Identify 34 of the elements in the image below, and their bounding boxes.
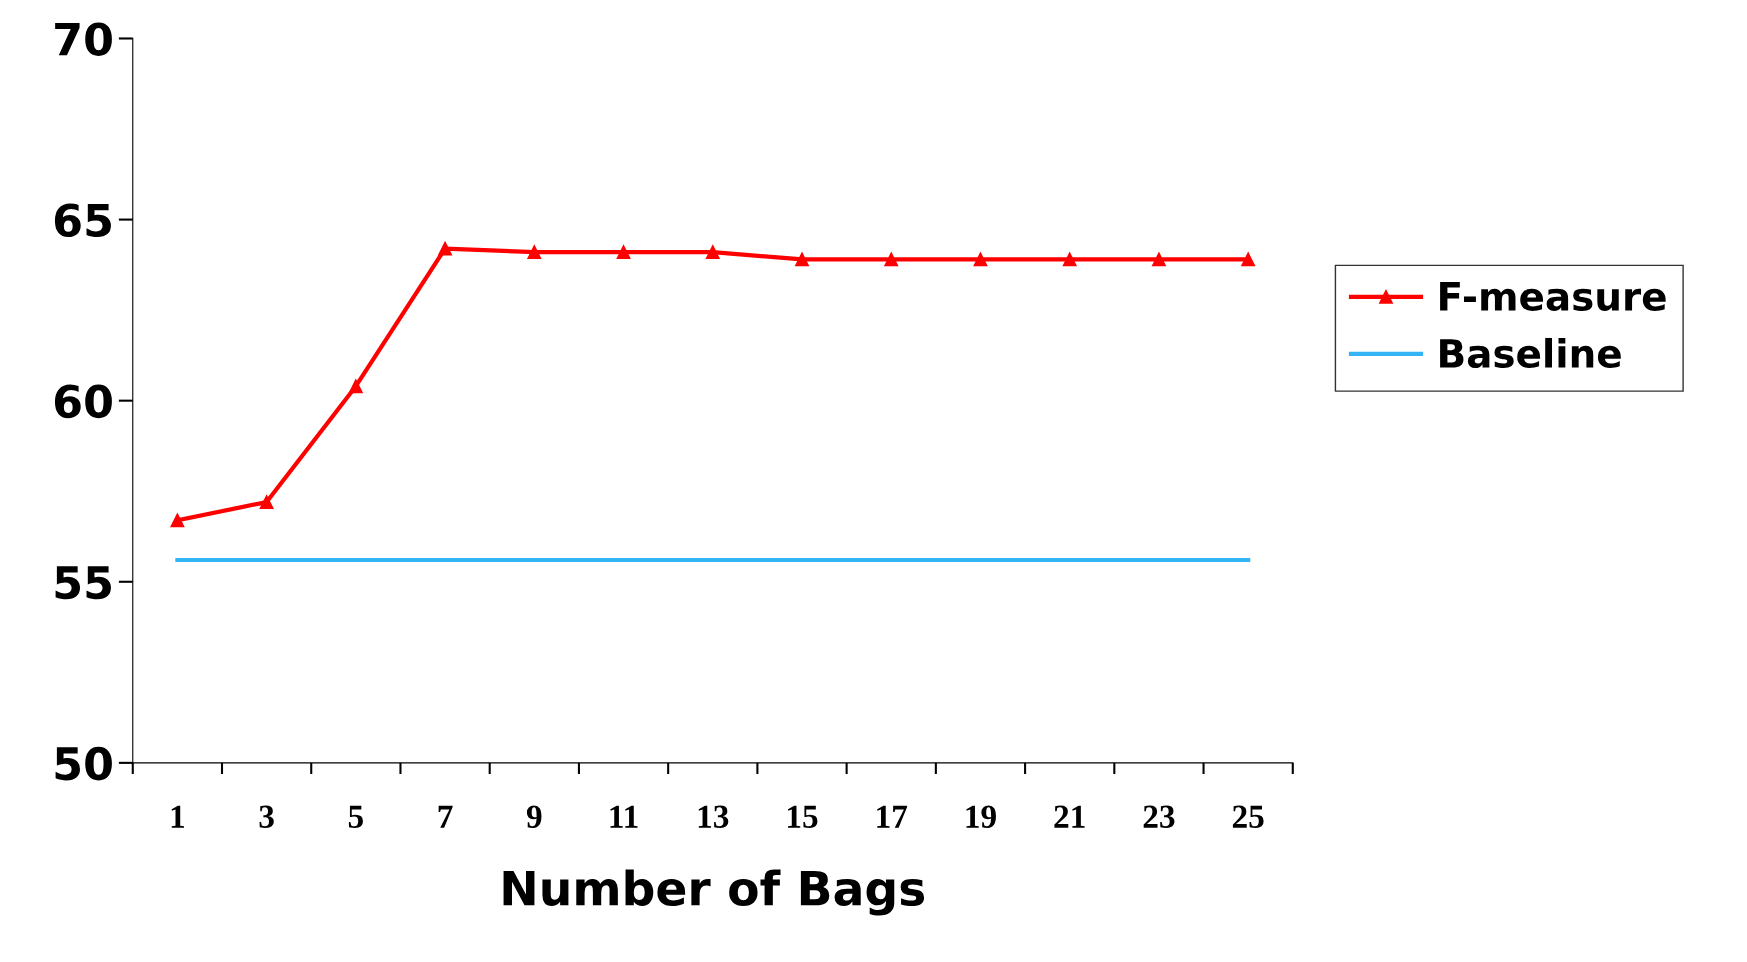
point	[527, 245, 542, 260]
y-tick-label: 60	[54, 384, 112, 419]
y-tick-label: 70	[55, 22, 112, 56]
legend-label: F-measure	[1440, 282, 1666, 311]
x-tick-label: 5	[348, 805, 363, 828]
point	[884, 252, 899, 267]
point	[438, 241, 453, 256]
point	[1062, 252, 1077, 267]
x-axis-title: Number of Bags	[503, 869, 925, 916]
x-tick-label: 25	[1232, 805, 1264, 828]
x-tick-label: 13	[698, 805, 729, 828]
legend-label: Baseline	[1440, 337, 1621, 369]
point	[170, 513, 185, 528]
x-tick-label: 9	[526, 805, 542, 828]
point	[973, 252, 988, 267]
point	[348, 379, 363, 394]
x-tick-label: 23	[1143, 805, 1175, 828]
x-tick-label: 15	[788, 805, 818, 828]
x-tick-label: 3	[259, 805, 274, 828]
y-tick-label: 65	[54, 203, 111, 238]
x-tick-label: 17	[877, 805, 908, 828]
point	[795, 252, 809, 267]
x-tick-label: 11	[610, 805, 638, 828]
y-tick-label: 50	[55, 746, 112, 781]
x-tick-label: 7	[438, 805, 453, 828]
x-tick-label: 19	[966, 805, 996, 828]
x-tick-label: 1	[171, 805, 184, 828]
point	[705, 245, 720, 260]
y-tick-label: 55	[55, 566, 111, 600]
point	[1151, 252, 1166, 267]
point	[1241, 252, 1256, 267]
x-tick-label: 21	[1054, 805, 1085, 828]
point	[259, 495, 274, 510]
point	[616, 245, 631, 260]
